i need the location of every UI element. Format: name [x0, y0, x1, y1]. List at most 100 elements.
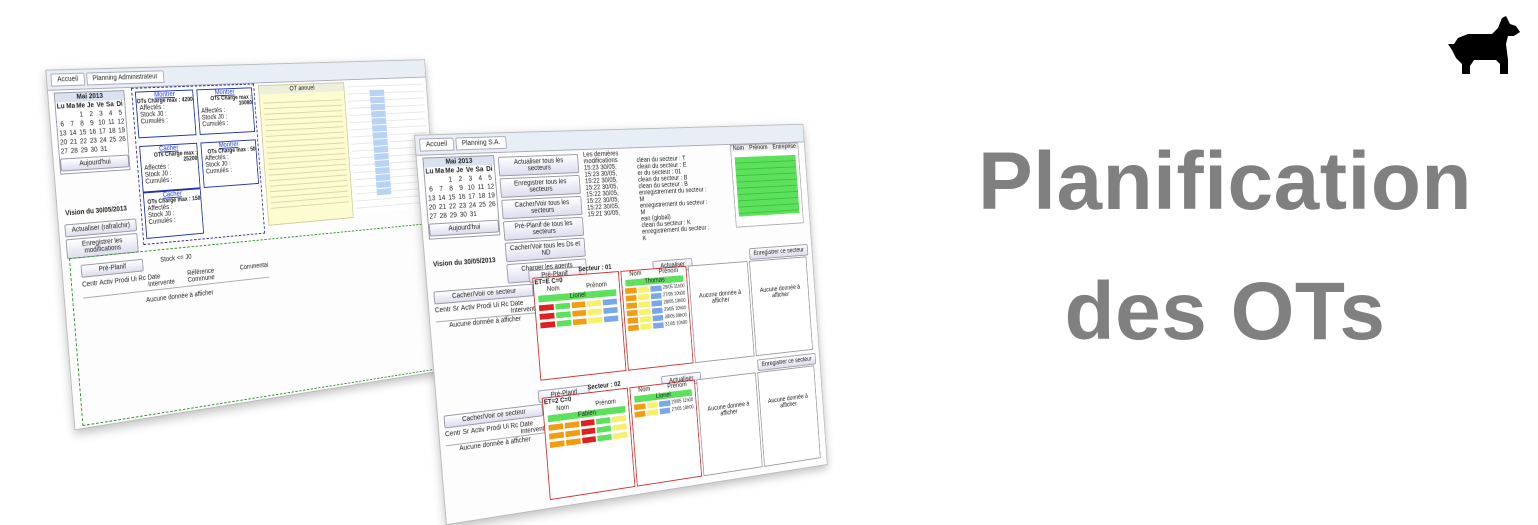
ot-cell: [548, 423, 564, 431]
tab[interactable]: Accueil: [418, 137, 455, 152]
preplanif-button[interactable]: Pré-Planif: [80, 258, 144, 278]
column-header: Centr: [434, 306, 452, 315]
agent-header: Nom: [556, 404, 570, 413]
ot-cell: [634, 410, 646, 418]
ot-date: 31/05 10h00: [665, 319, 688, 328]
stock-label: Stock <= J0: [160, 253, 192, 264]
ot-col: [369, 89, 392, 197]
ot-cell: [638, 301, 650, 308]
column-header: Centr: [81, 280, 98, 289]
ot-cell: [646, 401, 658, 409]
button[interactable]: Actualiser tous les secteurs: [497, 153, 580, 177]
group-box: Montrer OTs Charge max : 50 Affectés : Stoc…: [200, 139, 260, 188]
column-header: Activ: [99, 278, 114, 287]
empty-message: Aucune donnée à afficher: [698, 289, 742, 305]
ot-cell: [581, 436, 597, 444]
ot-cell: [650, 285, 662, 292]
sector-box: Nom Prénom Thomas 29/05 11h00 27/05 10h00 28/…: [620, 265, 694, 371]
ot-cell: [626, 302, 638, 309]
day[interactable]: 27: [60, 148, 69, 156]
column-header: Activ: [470, 426, 485, 436]
group-box: Cacher OTs Charge max : 150 Affectés : Stoc…: [142, 188, 205, 239]
ot-cell: [652, 322, 664, 329]
calendar: Mai 2013 Lu Ma Me Je Ve Sa Di 1 2 3 4 5 6 7 8 9 10 11 12 13…: [422, 155, 501, 240]
ot-cell: [651, 300, 663, 307]
ot-cell: [633, 403, 646, 411]
vision-label: Vision du 30/05/2013: [65, 205, 128, 218]
ot-date: 29/05 11h00: [662, 283, 685, 291]
weekday: Me: [444, 167, 455, 175]
day[interactable]: 27: [429, 213, 438, 221]
ot-cell: [565, 429, 580, 438]
agent-header: Nom: [629, 270, 642, 278]
row-label: Cumulés :: [202, 120, 229, 129]
row-label: Cumulés :: [140, 117, 169, 126]
year: 2013: [88, 92, 104, 101]
legend-header: Nom: [732, 145, 745, 152]
column-header: Rc: [500, 301, 509, 309]
ot-cell: [638, 293, 650, 301]
tab[interactable]: Planning S.A.: [454, 136, 507, 151]
empty-message: Aucune donnée à afficher: [767, 393, 809, 410]
ot-cell: [627, 324, 640, 332]
day[interactable]: 31: [100, 145, 108, 154]
note: 15:21 30/05,: [587, 209, 621, 219]
today-button[interactable]: Aujourd'hui: [428, 219, 500, 237]
day[interactable]: 29: [449, 212, 458, 220]
sector-box: Aucune donnée à afficher: [687, 261, 755, 364]
ot-date: 27/05 10h00: [671, 404, 694, 413]
ot-cell: [596, 417, 611, 425]
column-header: Ui: [130, 275, 137, 284]
ot-cell: [647, 409, 659, 417]
agent-header: Prénom: [658, 267, 679, 276]
column-header: Rc: [138, 275, 147, 283]
sector-box: Aucune donnée à afficher: [696, 372, 763, 477]
weekday: Di: [485, 165, 493, 174]
ot-cell: [625, 287, 637, 295]
tab[interactable]: Accueil: [50, 72, 85, 87]
ot-cell: [639, 308, 651, 316]
day[interactable]: 28: [439, 212, 448, 221]
sector-box: Aucune donnée à afficher: [749, 256, 813, 357]
ot-cell: [571, 301, 586, 309]
group-box: Montrer OTs Charge max : 4200 Affectés : St…: [134, 89, 197, 139]
button[interactable]: Pré-Planif de tous les secteurs: [502, 216, 585, 241]
ot-panel: OT annuel: [257, 82, 354, 226]
sector-box: Nom Prénom Lionel 29/05 11h00 27/05 10h00: [629, 379, 703, 487]
ot-cell: [580, 419, 596, 427]
day[interactable]: 30: [459, 211, 468, 219]
ot-cell: [651, 307, 663, 315]
title-line: des OTs: [1064, 266, 1386, 357]
dog-shape: [1448, 16, 1520, 74]
today-button[interactable]: Aujourd'hui: [59, 154, 130, 172]
ot-cell: [659, 407, 671, 415]
ot-cell: [597, 433, 612, 442]
ot-cell: [626, 309, 639, 317]
legend-header: Entreprise: [772, 143, 797, 151]
ot-date: 28/05 10h00: [663, 298, 686, 306]
button[interactable]: Cacher/Voir tous les secteurs: [501, 195, 583, 220]
ot-cell: [627, 317, 639, 324]
agent-header: Prénom: [667, 381, 687, 391]
day[interactable]: 26: [488, 201, 496, 209]
group-box: Montrer OTs Charge max : 10080 Affectés :S…: [196, 87, 256, 135]
tab[interactable]: Planning Administrateur: [85, 70, 165, 86]
day[interactable]: 31: [469, 211, 478, 219]
ot-cell: [571, 309, 587, 317]
ot-date: 29/05 10h00: [664, 305, 687, 313]
group-box: Cacher OTs Charge max : 25200 Affectés : St…: [139, 142, 201, 193]
button[interactable]: Enregistrer tous les secteurs: [499, 174, 581, 198]
ot-cell: [540, 321, 556, 329]
ot-cell: [659, 400, 671, 408]
legend-header: Prénom: [748, 144, 768, 152]
weekday: Je: [455, 167, 464, 175]
calendar-grid: Lu Ma Me Je Ve Sa Di 1 2 3 4 5 6 7 8 9 10 11 12 13 14 15 16 17 1…: [424, 165, 498, 222]
weekday: Lu: [56, 103, 66, 111]
agent-header: Nom: [546, 285, 560, 294]
ot-text-lines: [262, 94, 349, 209]
calendar-grid: Lu Ma Me Je Ve Sa Di 1 2 3 4 5 6 7 8 9 10 11 12 13 14 15 16 17 1…: [55, 100, 128, 157]
ot-cell: [555, 302, 570, 310]
ot-cell: [538, 304, 554, 312]
day[interactable]: 26: [118, 136, 127, 144]
